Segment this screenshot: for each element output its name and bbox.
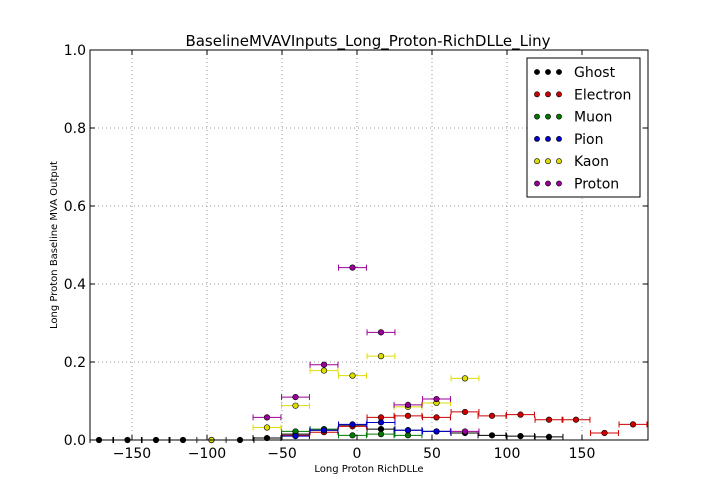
data-point <box>320 427 328 434</box>
data-point <box>517 433 524 440</box>
y-tick-label: 0.0 <box>64 433 86 449</box>
legend-marker <box>556 135 562 142</box>
y-tick-label: 0.4 <box>64 277 86 293</box>
x-tick-label: 50 <box>423 446 441 462</box>
legend-marker <box>556 180 562 187</box>
legend-marker <box>545 91 551 98</box>
data-point <box>377 425 385 433</box>
legend: Ghost Electron Muon Pion Kaon Proton <box>526 57 641 198</box>
y-tick-label: 0.2 <box>64 355 86 371</box>
data-point <box>349 264 356 271</box>
x-tick-label: 0 <box>353 446 362 462</box>
legend-box <box>526 57 641 198</box>
data-point <box>349 432 356 439</box>
legend-item-pion: Pion <box>534 132 603 148</box>
x-tick-label: −100 <box>188 446 226 462</box>
chart-title: BaselineMVAVInputs_Long_Proton-RichDLLe_… <box>185 32 550 51</box>
legend-marker <box>534 113 540 120</box>
legend-marker <box>556 91 562 98</box>
data-point <box>433 414 440 421</box>
legend-label: Ghost <box>574 65 616 81</box>
data-point <box>292 394 299 401</box>
data-point <box>433 428 440 435</box>
legend-item-muon: Muon <box>534 110 612 126</box>
data-point <box>404 432 412 439</box>
legend-label: Proton <box>574 177 619 193</box>
data-point <box>377 353 385 360</box>
data-point <box>377 431 385 438</box>
data-point <box>404 401 412 409</box>
legend-marker <box>534 180 540 187</box>
data-point <box>517 411 524 418</box>
data-point <box>263 414 271 421</box>
legend-marker <box>545 113 551 120</box>
data-point <box>461 408 469 416</box>
data-point <box>377 419 385 426</box>
legend-marker <box>534 69 540 75</box>
legend-label: Muon <box>574 110 612 126</box>
data-point <box>572 416 580 423</box>
x-tick-label: 150 <box>569 446 596 462</box>
legend-marker <box>534 158 540 165</box>
data-point <box>461 375 469 382</box>
plot-frame <box>89 49 649 441</box>
data-point <box>349 421 356 428</box>
data-point <box>404 427 412 434</box>
data-point <box>377 329 385 336</box>
data-point <box>404 412 412 419</box>
legend-marker <box>545 180 551 187</box>
legend-label: Electron <box>574 87 631 103</box>
axis-ticks: −150 −100 −50 0 50 100 150 0.0 0.2 0.4 0.6 0.8 1.0 <box>64 43 648 462</box>
x-tick-label: −150 <box>113 446 151 462</box>
data-point <box>545 416 553 423</box>
legend-item-ghost: Ghost <box>534 65 616 81</box>
data-point <box>263 434 271 442</box>
legend-item-electron: Electron <box>534 87 631 103</box>
y-tick-label: 0.6 <box>64 199 86 215</box>
data-point <box>488 432 496 439</box>
data-point <box>601 429 608 437</box>
data-point <box>320 361 328 368</box>
x-tick-label: −50 <box>267 446 297 462</box>
legend-marker <box>556 158 562 165</box>
data-point <box>433 395 440 403</box>
y-axis-label: Long Proton Baseline MVA Output <box>49 161 60 329</box>
data-point <box>292 433 299 440</box>
data-point <box>545 433 553 440</box>
legend-marker <box>545 135 551 142</box>
legend-label: Kaon <box>574 154 609 170</box>
data-point <box>629 421 637 428</box>
legend-marker <box>545 69 551 75</box>
data-point <box>377 414 385 421</box>
data-point <box>461 428 469 435</box>
legend-marker <box>534 135 540 142</box>
legend-marker <box>556 113 562 120</box>
y-tick-label: 1.0 <box>64 43 86 59</box>
data-point <box>488 412 496 419</box>
data-point <box>263 424 271 431</box>
legend-marker <box>556 69 562 75</box>
data-point <box>320 367 328 374</box>
legend-item-proton: Proton <box>534 177 619 193</box>
series-proton <box>252 264 480 435</box>
y-tick-label: 0.8 <box>64 121 86 137</box>
x-tick-label: 100 <box>494 446 521 462</box>
data-point <box>292 402 299 409</box>
data-points <box>89 264 648 444</box>
series-pion <box>281 419 451 440</box>
data-point <box>349 372 356 379</box>
x-axis-label: Long Proton RichDLLe <box>314 464 423 475</box>
legend-item-kaon: Kaon <box>534 154 609 170</box>
legend-label: Pion <box>574 132 603 148</box>
legend-marker <box>545 158 551 165</box>
legend-marker <box>534 91 540 98</box>
